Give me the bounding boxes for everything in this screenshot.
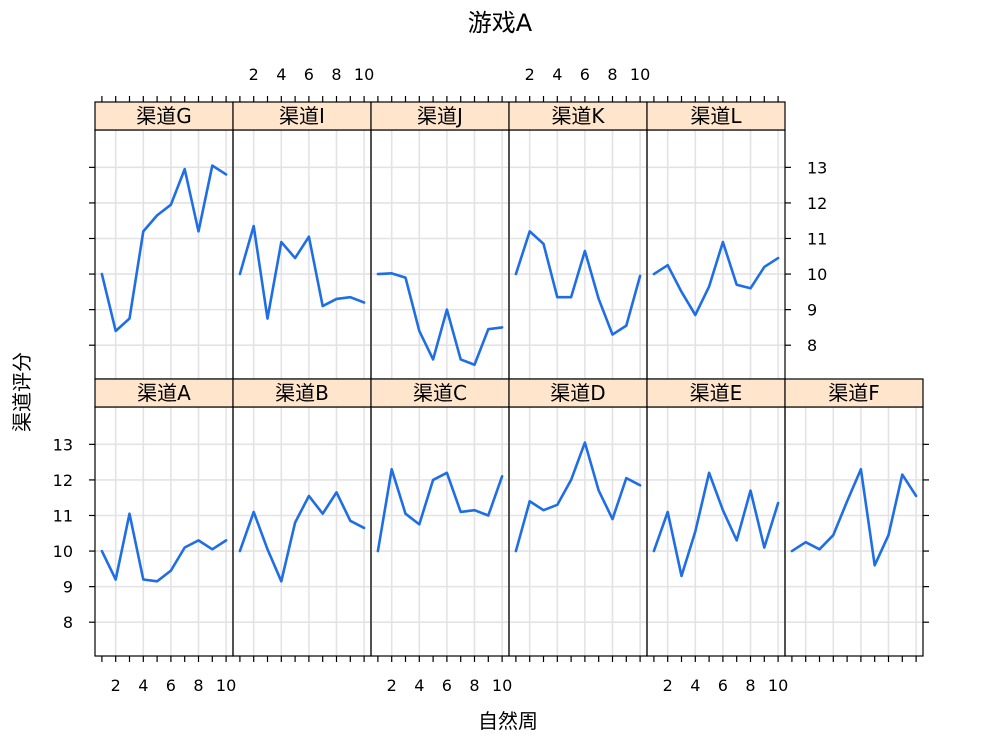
- strip-header: [784, 378, 924, 408]
- y-tick-label: 9: [63, 578, 73, 597]
- strip-label: 渠道E: [690, 381, 743, 405]
- series-line: [790, 467, 918, 567]
- y-tick-label: 11: [53, 506, 73, 525]
- series-line: [514, 230, 642, 336]
- series-line: [514, 441, 642, 553]
- x-tick-label: 8: [745, 676, 755, 695]
- y-tick-label: 13: [807, 158, 827, 177]
- x-tick-label: 4: [552, 65, 562, 84]
- x-axis-title: 自然周: [478, 709, 538, 733]
- strip-header: [646, 101, 786, 131]
- x-tick-label: 6: [580, 65, 590, 84]
- strip-header: [370, 101, 510, 131]
- y-tick-label: 10: [53, 542, 73, 561]
- y-axis-title: 渠道评分: [10, 352, 34, 432]
- x-tick-label: 4: [414, 676, 424, 695]
- panel-渠道L: 渠道L 8 9 10 11 12 13: [646, 96, 827, 380]
- chart-title: 游戏A: [468, 9, 533, 37]
- y-tick-label: 12: [53, 471, 73, 490]
- x-tick-label: 4: [276, 65, 286, 84]
- x-tick-label: 8: [469, 676, 479, 695]
- panel-渠道C: 渠道C 2 4 6 8 10: [370, 378, 512, 695]
- x-tick-label: 2: [249, 65, 259, 84]
- y-tick-label: 9: [807, 301, 817, 320]
- strip-label: 渠道C: [413, 381, 467, 405]
- x-tick-label: 2: [663, 676, 673, 695]
- series-line: [100, 164, 228, 333]
- panel-渠道J: 渠道J: [370, 96, 510, 380]
- x-tick-label: 4: [138, 676, 148, 695]
- x-tick-label: 6: [166, 676, 176, 695]
- strip-label: 渠道J: [417, 104, 463, 128]
- series-line: [376, 272, 504, 367]
- panel-渠道G: 渠道G: [89, 96, 234, 380]
- series-line: [652, 240, 780, 317]
- panel-渠道I: 渠道I 2 4 6 8 10: [232, 65, 374, 380]
- y-tick-label: 8: [807, 336, 817, 355]
- x-tick-label: 10: [354, 65, 374, 84]
- strip-header: [646, 378, 786, 408]
- strip-header: [94, 378, 234, 408]
- y-tick-label: 13: [53, 435, 73, 454]
- x-tick-label: 4: [690, 676, 700, 695]
- x-tick-label: 6: [304, 65, 314, 84]
- x-tick-label: 2: [387, 676, 397, 695]
- x-tick-label: 8: [607, 65, 617, 84]
- strip-label: 渠道A: [137, 381, 191, 405]
- strip-label: 渠道G: [136, 104, 192, 128]
- panel-渠道K: 渠道K 2 4 6 8 10: [508, 65, 650, 380]
- strip-header: [508, 378, 648, 408]
- panel-渠道F: 渠道F: [784, 378, 929, 662]
- series-line: [238, 224, 366, 320]
- series-line: [100, 512, 228, 583]
- panel-渠道B: 渠道B: [232, 378, 372, 662]
- x-tick-label: 2: [111, 676, 121, 695]
- series-line: [652, 471, 780, 578]
- panel-渠道E: 渠道E 2 4 6 8 10: [646, 378, 788, 695]
- panel-渠道D: 渠道D: [508, 378, 648, 662]
- x-tick-label: 10: [492, 676, 512, 695]
- strip-label: 渠道D: [550, 381, 605, 405]
- strip-header: [94, 101, 234, 131]
- series-line: [376, 467, 504, 553]
- series-line: [238, 491, 366, 583]
- y-tick-label: 10: [807, 265, 827, 284]
- strip-label: 渠道I: [279, 104, 325, 128]
- strip-label: 渠道K: [551, 104, 605, 128]
- strip-label: 渠道L: [690, 104, 742, 128]
- y-tick-label: 11: [807, 229, 827, 248]
- strip-header: [232, 101, 372, 131]
- x-tick-label: 10: [216, 676, 236, 695]
- strip-label: 渠道B: [275, 381, 329, 405]
- y-tick-label: 12: [807, 194, 827, 213]
- x-tick-label: 10: [768, 676, 788, 695]
- x-tick-label: 6: [442, 676, 452, 695]
- x-tick-label: 6: [718, 676, 728, 695]
- x-tick-label: 8: [193, 676, 203, 695]
- x-tick-label: 10: [630, 65, 650, 84]
- y-tick-label: 8: [63, 613, 73, 632]
- strip-header: [508, 101, 648, 131]
- strip-header: [232, 378, 372, 408]
- x-tick-label: 2: [525, 65, 535, 84]
- strip-label: 渠道F: [828, 381, 880, 405]
- x-tick-label: 8: [331, 65, 341, 84]
